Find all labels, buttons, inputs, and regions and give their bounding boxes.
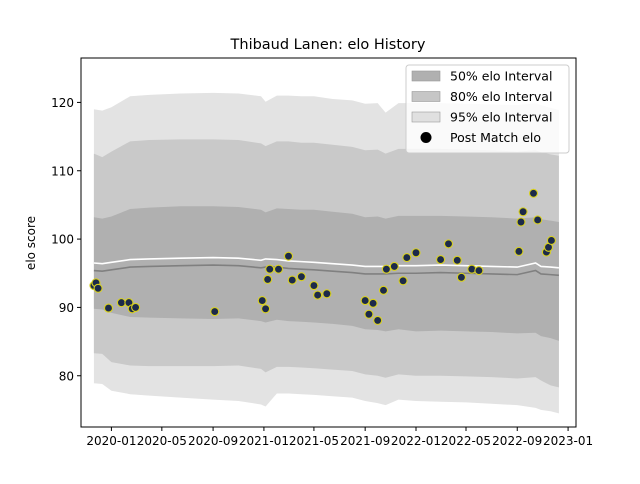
x-tick-label: 2021-01 <box>239 434 289 448</box>
y-tick-label: 120 <box>51 96 74 110</box>
post-match-elo-point-28 <box>402 252 412 263</box>
post-match-elo-point-35 <box>474 265 484 276</box>
post-match-elo-point-24 <box>378 285 389 295</box>
post-match-elo-point-16 <box>296 272 306 282</box>
post-match-elo-point-31 <box>443 239 454 249</box>
post-match-elo-point-27 <box>398 276 408 286</box>
post-match-elo-point-12 <box>265 264 275 274</box>
y-tick-label: 110 <box>51 164 74 178</box>
x-tick-label: 2020-05 <box>137 434 187 448</box>
post-match-elo-point-26 <box>389 261 399 271</box>
post-match-elo-point-40 <box>533 215 543 225</box>
y-axis: 80 90 100 110 120 <box>51 96 81 383</box>
post-match-elo-point-38 <box>518 207 528 217</box>
x-tick-label: 2022-05 <box>441 434 491 448</box>
post-match-elo-point-8 <box>210 306 220 317</box>
post-match-elo-point-3 <box>103 303 114 313</box>
post-match-elo-point-9 <box>257 296 267 306</box>
post-match-elo-point-39 <box>528 188 539 198</box>
legend-label: 80% elo Interval <box>450 89 552 104</box>
plot-frame <box>80 57 577 428</box>
median-elo-line <box>93 264 559 277</box>
post-match-elo-point-22 <box>368 298 378 308</box>
post-match-elo-point-7 <box>131 302 141 312</box>
post-match-elo-point-20 <box>360 296 370 306</box>
y-tick-label: 80 <box>59 369 74 383</box>
legend-swatch <box>411 70 441 82</box>
mean-elo-line <box>93 256 559 269</box>
y-tick-label: 100 <box>51 233 74 247</box>
legend-swatch <box>411 111 441 123</box>
post-match-elo-point-32 <box>452 255 462 265</box>
post-match-elo-point-25 <box>381 264 391 274</box>
legend-label: 50% elo Interval <box>450 69 552 84</box>
x-tick-label: 2020-01 <box>86 434 136 448</box>
y-axis-label: elo score <box>24 216 38 270</box>
band-50-interval <box>93 206 559 341</box>
post-match-elo-point-14 <box>283 251 294 261</box>
x-tick-label: 2021-09 <box>340 434 390 448</box>
post-match-elo-point-18 <box>313 290 323 300</box>
legend-label: 95% elo Interval <box>450 110 552 125</box>
post-match-elo-point-2 <box>93 283 103 293</box>
post-match-elo-point-43 <box>546 235 556 245</box>
x-axis: 2020-01 2020-05 2020-09 2021-01 2021-05 2021-… <box>86 427 593 448</box>
post-match-elo-point-17 <box>309 280 319 291</box>
post-match-elo-point-30 <box>436 255 446 265</box>
legend: 50% elo Interval 80% elo Interval 95% elo … <box>405 64 570 154</box>
post-match-elo-point-21 <box>364 309 374 319</box>
x-tick-label: 2022-09 <box>492 434 542 448</box>
x-tick-label: 2020-09 <box>188 434 238 448</box>
legend-marker <box>420 132 432 143</box>
x-tick-label: 2021-05 <box>289 434 339 448</box>
x-tick-label: 2022-01 <box>391 434 441 448</box>
legend-label: Post Match elo <box>450 130 541 145</box>
post-match-elo-point-23 <box>373 315 383 325</box>
y-tick-label: 90 <box>59 301 74 315</box>
post-match-elo-point-29 <box>411 248 421 258</box>
legend-box <box>405 64 570 154</box>
post-match-elo-point-4 <box>116 298 126 308</box>
post-match-elo-point-10 <box>261 304 271 314</box>
legend-swatch <box>411 91 441 102</box>
post-match-elo-point-15 <box>287 275 297 285</box>
post-match-elo-point-37 <box>516 217 526 227</box>
post-match-elo-point-13 <box>273 264 284 274</box>
post-match-elo-point-19 <box>322 289 332 299</box>
chart-title: Thibaud Lanen: elo History <box>230 37 426 53</box>
x-tick-label: 2023-01 <box>543 434 593 448</box>
post-match-elo-point-11 <box>263 274 273 284</box>
post-match-elo-point-36 <box>514 246 524 256</box>
plot-area <box>80 57 577 428</box>
post-match-elo-point-33 <box>456 272 466 282</box>
